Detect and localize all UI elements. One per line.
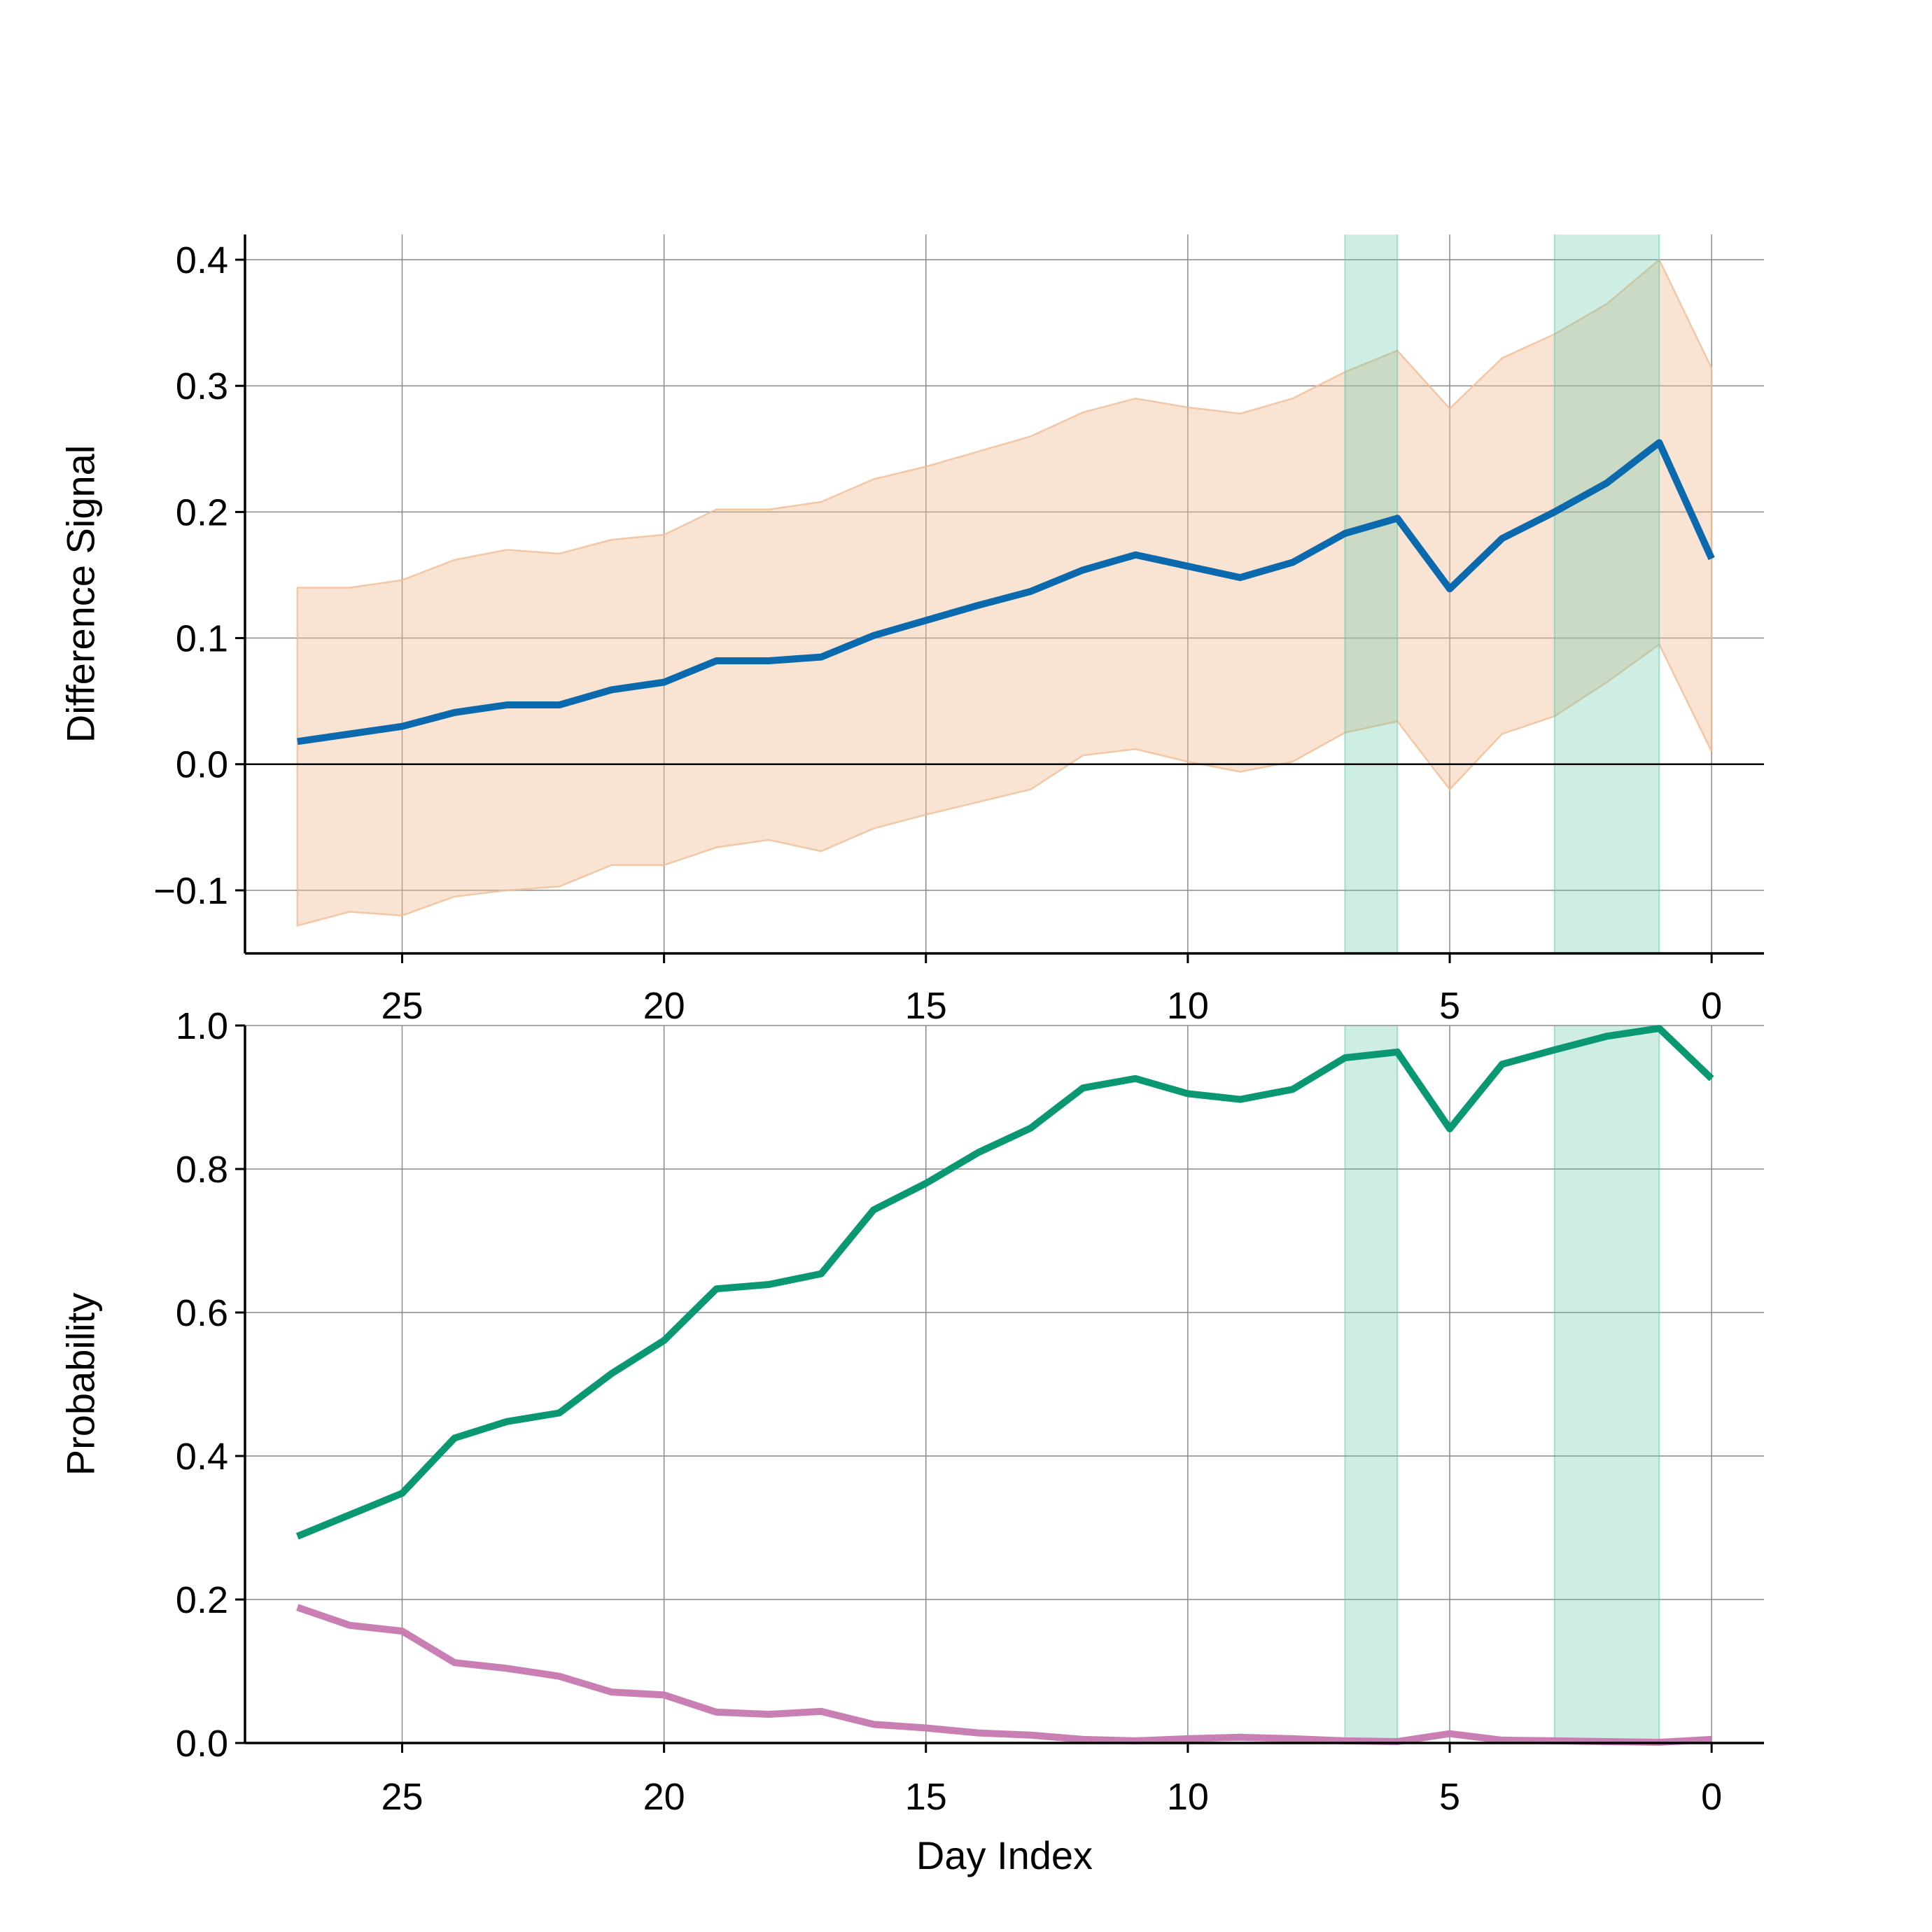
y-tick-label: 0.3 xyxy=(176,365,228,407)
y-tick-label: 0.4 xyxy=(176,239,228,281)
y-axis-label: Probability xyxy=(59,1293,103,1476)
x-tick-label: 20 xyxy=(643,1776,685,1818)
highlight-span xyxy=(1554,1026,1660,1743)
y-tick-label: 0.2 xyxy=(176,1579,228,1621)
x-axis-label: Day Index xyxy=(916,1833,1093,1877)
x-tick-label: 25 xyxy=(381,1776,423,1818)
highlight-span xyxy=(1345,234,1398,953)
y-tick-label: 0.0 xyxy=(176,1723,228,1765)
confidence-band xyxy=(296,258,1713,927)
y-tick-label: 1.0 xyxy=(176,1005,228,1047)
y-tick-label: 0.0 xyxy=(176,744,228,786)
x-tick-label: 10 xyxy=(1167,985,1209,1027)
y-tick-label: 0.6 xyxy=(176,1292,228,1334)
x-tick-label: 10 xyxy=(1167,1776,1209,1818)
x-tick-label: 0 xyxy=(1701,985,1722,1027)
series-line-1 xyxy=(295,1025,1714,1540)
x-tick-label: 5 xyxy=(1439,985,1460,1027)
x-tick-label: 0 xyxy=(1701,1776,1722,1818)
y-axis-label: Difference Signal xyxy=(59,445,103,743)
panel-probability: 25 20 15 10 5 0 0.0 0.2 0.4 0.6 0.8 1.0 Probability D… xyxy=(59,1005,1764,1877)
x-tick-label: 20 xyxy=(643,985,685,1027)
y-tick-label: 0.2 xyxy=(176,491,228,533)
x-tick-label: 15 xyxy=(905,1776,947,1818)
y-tick-label: −0.1 xyxy=(153,870,228,912)
y-tick-label: 0.8 xyxy=(176,1149,228,1191)
x-tick-label: 5 xyxy=(1439,1776,1460,1818)
x-tick-label: 15 xyxy=(905,985,947,1027)
y-tick-label: 0.1 xyxy=(176,618,228,660)
series-line-1 xyxy=(297,439,1715,746)
highlight-span xyxy=(1554,234,1660,953)
series-line-2 xyxy=(296,1604,1712,1746)
x-tick-label: 25 xyxy=(381,985,423,1027)
y-tick-label: 0.4 xyxy=(176,1436,228,1478)
panel-difference: 25 20 15 10 5 0 −0.1 0.0 0.1 0.2 0.3 0.4 Difference … xyxy=(59,234,1764,1027)
highlight-span xyxy=(1345,1026,1398,1743)
